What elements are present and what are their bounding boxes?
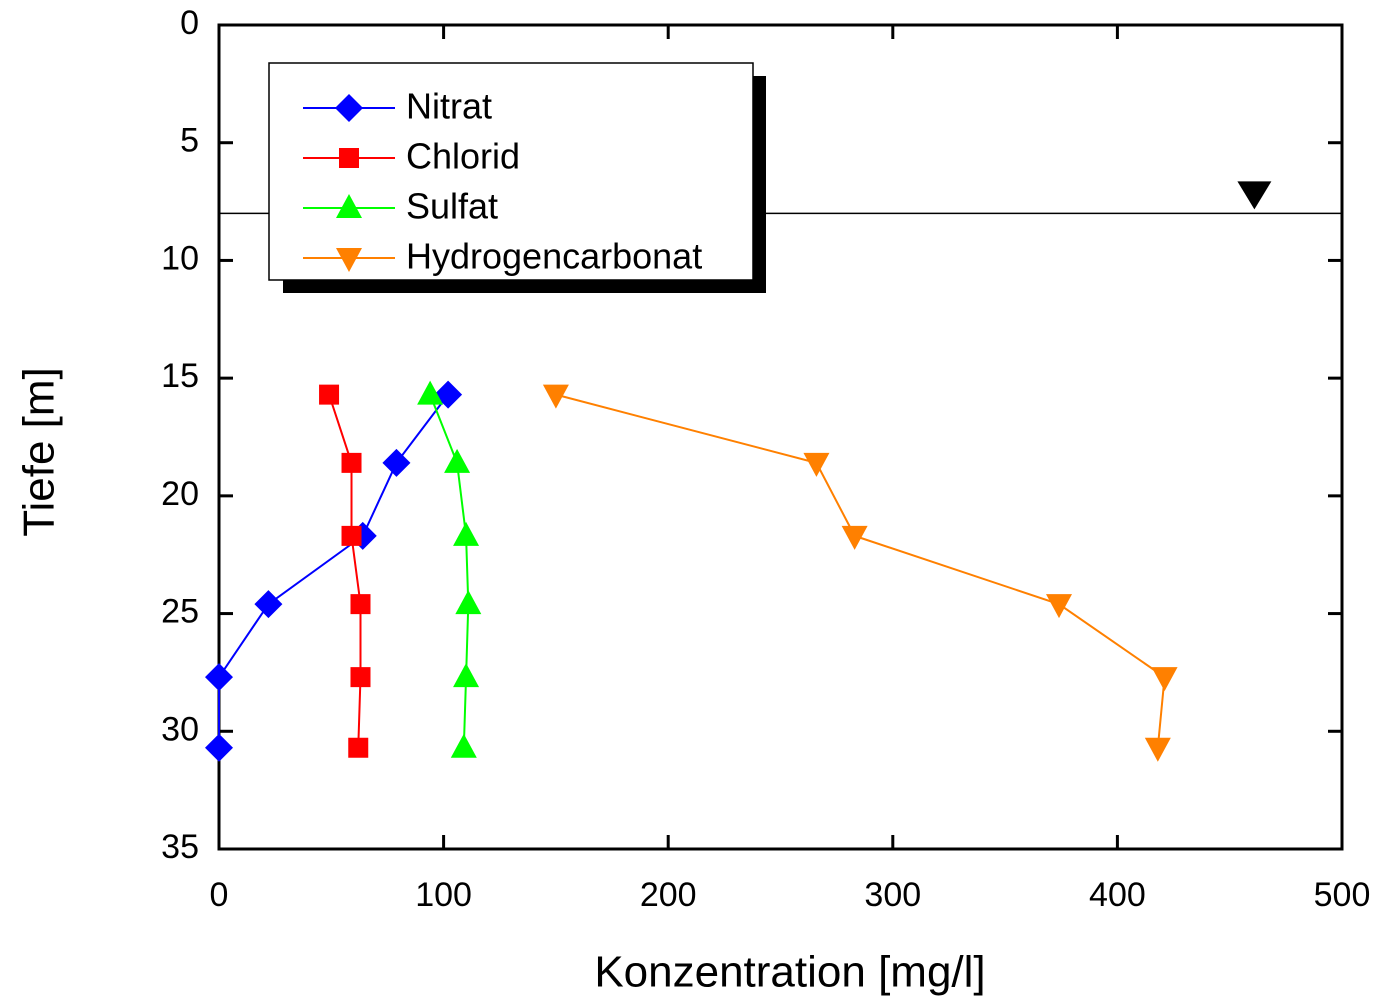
marker xyxy=(450,733,477,758)
marker xyxy=(341,452,362,473)
series-line xyxy=(218,394,449,748)
marker xyxy=(1151,667,1178,692)
marker xyxy=(1144,737,1171,762)
legend-label: Nitrat xyxy=(406,86,492,127)
plot-frame xyxy=(217,23,1344,851)
y-tick-label: 5 xyxy=(180,122,199,160)
x-tick-label: 300 xyxy=(864,876,921,914)
marker xyxy=(205,733,233,762)
legend-label: Sulfat xyxy=(406,186,498,227)
marker xyxy=(417,380,444,405)
y-axis-title: Tiefe [m] xyxy=(15,367,64,537)
x-tick-label: 0 xyxy=(210,876,229,914)
x-tick-label: 400 xyxy=(1089,876,1146,914)
marker xyxy=(319,384,340,405)
marker xyxy=(803,452,830,477)
y-tick-label: 10 xyxy=(161,239,199,277)
marker xyxy=(336,248,362,272)
legend-label: Chlorid xyxy=(406,136,520,177)
x-tick-label: 100 xyxy=(415,876,472,914)
y-tick-label: 30 xyxy=(161,710,199,748)
marker xyxy=(444,448,471,473)
marker xyxy=(254,590,283,619)
y-tick-label: 0 xyxy=(180,4,199,42)
marker xyxy=(205,663,233,692)
y-tick-label: 25 xyxy=(161,593,199,631)
marker xyxy=(336,194,362,218)
marker xyxy=(350,667,371,688)
legend-label: Hydrogencarbonat xyxy=(406,236,702,277)
marker xyxy=(341,525,362,546)
marker xyxy=(335,94,363,122)
marker xyxy=(542,384,569,409)
marker xyxy=(350,594,371,615)
series-line xyxy=(328,394,362,748)
legend: Nitrat Chlorid Sulfat Hydrogencarbonat xyxy=(268,62,766,293)
marker xyxy=(1046,594,1073,619)
y-tick-label: 35 xyxy=(161,828,199,866)
series-line xyxy=(555,393,1166,748)
y-tick-label: 15 xyxy=(161,357,199,395)
marker xyxy=(348,737,369,758)
series-line xyxy=(429,394,470,748)
marker xyxy=(339,148,359,168)
marker xyxy=(453,521,480,546)
marker xyxy=(455,590,482,615)
y-tick-label: 20 xyxy=(161,475,199,513)
water-level-marker xyxy=(1237,181,1272,210)
x-axis-title: Konzentration [mg/l] xyxy=(594,948,985,997)
x-tick-label: 500 xyxy=(1314,876,1371,914)
marker xyxy=(382,448,411,477)
x-tick-label: 200 xyxy=(640,876,697,914)
marker xyxy=(453,663,480,688)
marker xyxy=(841,525,868,550)
